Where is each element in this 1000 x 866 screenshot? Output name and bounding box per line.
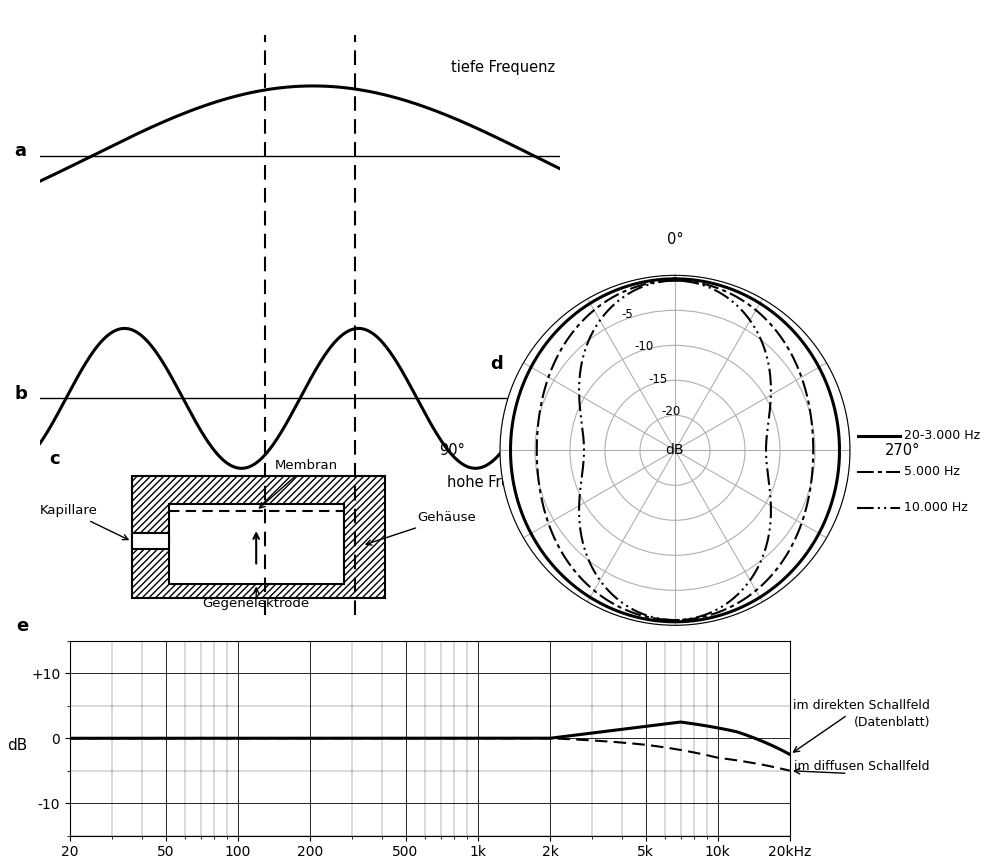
Text: hohe Frequenz: hohe Frequenz — [447, 475, 555, 490]
Text: tiefe Frequenz: tiefe Frequenz — [451, 60, 555, 74]
Bar — [132, 533, 169, 549]
Text: im diffusen Schallfeld: im diffusen Schallfeld — [794, 759, 930, 773]
Text: Gegenelektrode: Gegenelektrode — [203, 597, 310, 610]
Text: a: a — [14, 142, 26, 160]
Text: im direkten Schallfeld
(Datenblatt): im direkten Schallfeld (Datenblatt) — [793, 700, 930, 729]
Text: c: c — [49, 450, 60, 468]
Bar — [169, 504, 344, 584]
Text: d: d — [490, 355, 503, 372]
Text: 0°: 0° — [667, 232, 683, 248]
Bar — [132, 476, 385, 598]
Text: Membran: Membran — [259, 459, 338, 508]
Bar — [132, 476, 385, 598]
Y-axis label: dB: dB — [7, 738, 27, 753]
Text: 20-3.000 Hz: 20-3.000 Hz — [904, 430, 980, 443]
Text: 10.000 Hz: 10.000 Hz — [904, 501, 968, 514]
Text: 90°: 90° — [439, 443, 465, 458]
Text: 5.000 Hz: 5.000 Hz — [904, 465, 960, 479]
Text: e: e — [16, 617, 28, 636]
Text: 270°: 270° — [885, 443, 920, 458]
Text: 180°: 180° — [657, 653, 693, 669]
Text: Kapillare: Kapillare — [40, 504, 128, 540]
Text: dB: dB — [666, 443, 684, 457]
Text: Gehäuse: Gehäuse — [366, 511, 476, 545]
Text: b: b — [14, 385, 27, 403]
